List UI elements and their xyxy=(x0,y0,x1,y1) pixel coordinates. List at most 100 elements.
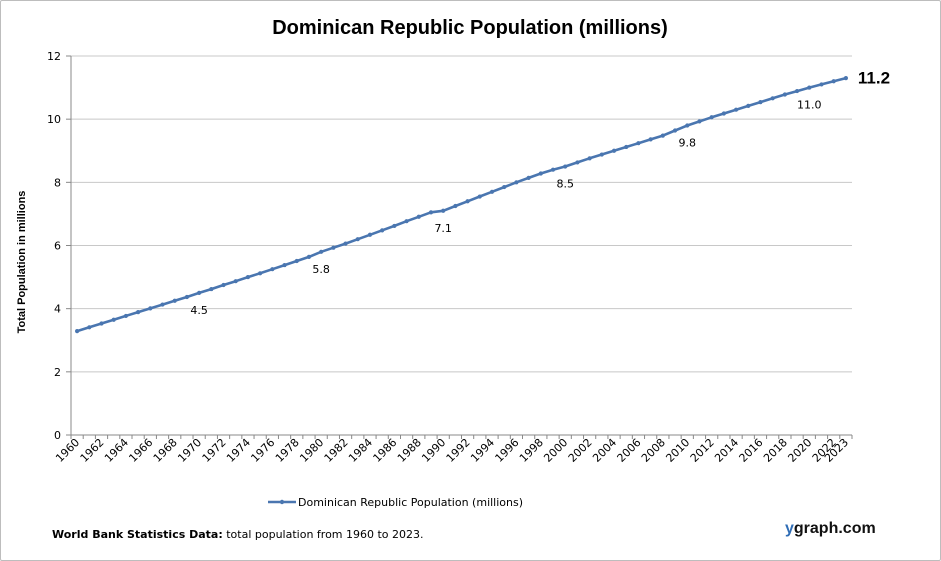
legend-swatch-marker xyxy=(279,499,285,505)
data-point xyxy=(428,210,434,215)
x-tick-label: 2016 xyxy=(737,436,766,465)
data-point xyxy=(111,317,116,322)
x-tick-label: 1968 xyxy=(151,436,180,465)
data-point xyxy=(721,111,726,116)
data-point xyxy=(526,175,531,181)
x-tick-label: 1984 xyxy=(346,436,375,465)
x-tick-labels: 1960196219641966196819701972197419761978… xyxy=(53,436,851,465)
data-point xyxy=(709,115,714,120)
data-point xyxy=(197,290,202,295)
x-tick-label: 2010 xyxy=(663,436,692,465)
x-tick-label: 1964 xyxy=(102,436,131,465)
data-point xyxy=(404,219,409,224)
x-tick-label: 1978 xyxy=(273,436,302,465)
source-bold: World Bank Statistics Data: xyxy=(52,528,223,541)
data-point xyxy=(148,306,153,311)
data-point xyxy=(685,123,690,128)
data-point xyxy=(282,262,287,268)
x-tick-label: 2008 xyxy=(639,436,668,465)
x-tick-label: 2000 xyxy=(541,436,570,465)
x-tick-label: 1966 xyxy=(126,436,155,465)
series-layer xyxy=(75,76,848,334)
data-point xyxy=(209,286,214,292)
y-tick-label: 6 xyxy=(54,240,61,253)
data-label: 9.8 xyxy=(679,136,697,149)
data-label: 7.1 xyxy=(434,222,452,235)
x-tick-label: 1970 xyxy=(175,436,204,465)
data-point xyxy=(245,274,251,280)
x-tick-label: 2006 xyxy=(615,436,644,465)
data-point xyxy=(514,180,519,185)
data-point xyxy=(416,214,421,219)
data-point xyxy=(465,199,470,204)
axes xyxy=(66,55,853,439)
data-point xyxy=(453,203,458,209)
x-tick-label: 1994 xyxy=(468,436,497,465)
data-label: 4.5 xyxy=(190,304,208,317)
data-point xyxy=(233,279,238,284)
source-note: World Bank Statistics Data: total popula… xyxy=(52,528,424,541)
data-point xyxy=(306,254,312,259)
brand-logo[interactable]: ygraph.com xyxy=(785,520,876,538)
x-tick-label: 1962 xyxy=(78,436,107,465)
legend[interactable]: Dominican Republic Population (millions) xyxy=(268,496,523,509)
data-point xyxy=(319,249,324,254)
x-tick-label: 1972 xyxy=(200,436,229,465)
chart-title: Dominican Republic Population (millions) xyxy=(272,17,668,39)
data-point xyxy=(599,152,604,157)
y-tick-label: 2 xyxy=(54,366,61,379)
x-tick-label: 1982 xyxy=(322,436,351,465)
data-point xyxy=(75,328,80,334)
data-point xyxy=(294,258,299,264)
y-tick-label: 0 xyxy=(54,429,61,442)
data-point xyxy=(636,141,641,146)
x-tick-label: 1986 xyxy=(371,436,400,465)
data-point xyxy=(672,128,678,133)
x-tick-label: 1996 xyxy=(493,436,522,465)
x-tick-label: 1974 xyxy=(224,436,253,465)
data-point xyxy=(697,119,702,124)
data-point xyxy=(489,189,495,194)
data-point xyxy=(331,245,336,250)
x-tick-label: 1988 xyxy=(395,436,424,465)
data-point xyxy=(392,223,397,229)
x-tick-label: 2004 xyxy=(590,436,619,465)
data-point xyxy=(367,232,373,237)
x-tick-label: 1992 xyxy=(444,436,473,465)
data-label: 8.5 xyxy=(556,178,574,191)
data-point xyxy=(502,184,507,190)
y-tick-label: 12 xyxy=(47,50,61,63)
data-point xyxy=(123,313,129,319)
data-label: 5.8 xyxy=(312,263,330,276)
y-axis-title: Total Population in millions xyxy=(16,191,28,334)
x-tick-label: 2002 xyxy=(566,436,595,465)
series-line xyxy=(76,76,847,333)
x-tick-label: 1990 xyxy=(419,436,448,465)
data-point xyxy=(343,241,348,246)
x-tick-label: 2012 xyxy=(688,436,717,465)
data-label: 11.2 xyxy=(858,68,890,87)
data-point xyxy=(99,321,104,326)
y-tick-label: 10 xyxy=(47,113,61,126)
x-tick-label: 1998 xyxy=(517,436,546,465)
data-point xyxy=(648,137,653,142)
data-point xyxy=(831,79,836,84)
data-point xyxy=(184,294,190,300)
data-point xyxy=(172,298,177,303)
data-point xyxy=(270,267,275,272)
data-point xyxy=(819,82,824,87)
data-point xyxy=(843,76,848,81)
data-point xyxy=(660,133,665,138)
source-text: total population from 1960 to 2023. xyxy=(222,528,424,541)
data-point xyxy=(136,310,141,315)
data-point xyxy=(87,325,92,330)
data-point xyxy=(758,100,763,105)
brand-logo-y: y xyxy=(785,520,794,537)
x-tick-label: 1980 xyxy=(297,436,326,465)
y-tick-labels: 0 2 4 6 8 10 12 xyxy=(47,50,61,442)
x-tick-label: 1976 xyxy=(248,436,277,465)
data-point xyxy=(770,96,775,101)
data-point xyxy=(794,88,800,94)
data-point xyxy=(587,156,592,161)
